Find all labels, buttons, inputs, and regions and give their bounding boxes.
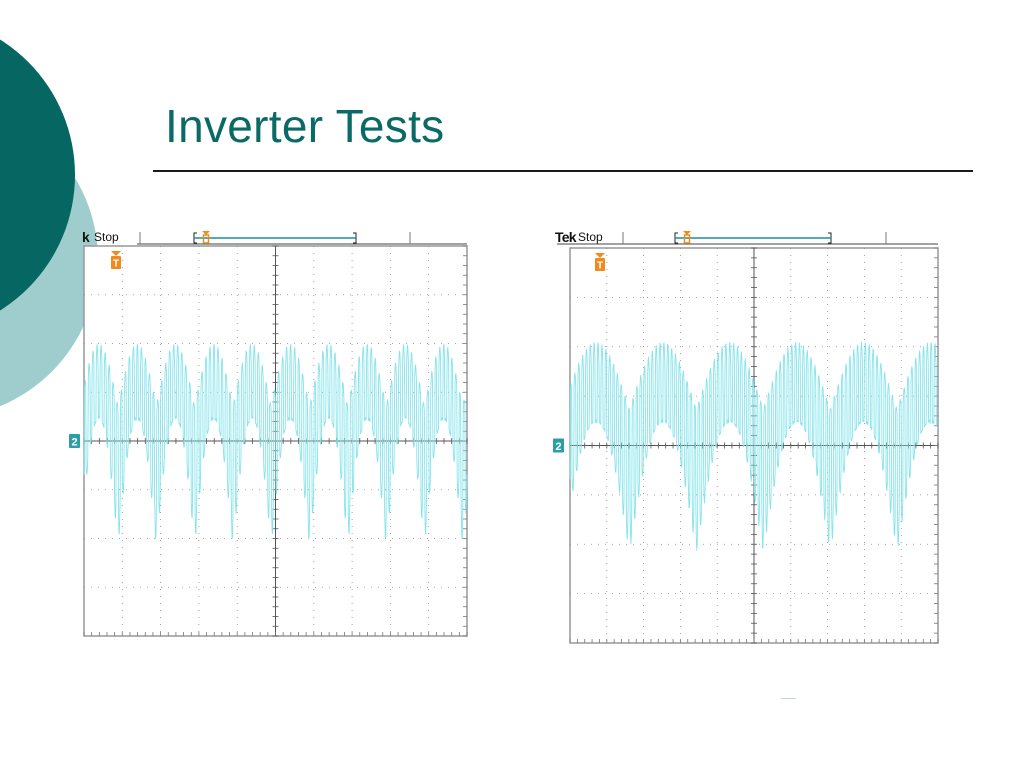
scope-status-label: Stop [578, 230, 603, 244]
deco-circle-dark [0, 39, 75, 311]
channel-ground-marker [69, 434, 80, 448]
channel-label: 2 [71, 437, 77, 449]
channel-ground-marker [553, 438, 564, 453]
trigger-marker-label: T [597, 261, 603, 272]
scope-brand-label: k [82, 229, 90, 245]
scope-brand-label: Tek [555, 229, 576, 245]
trigger-marker-icon [111, 251, 121, 256]
trigger-marker-icon [595, 258, 605, 271]
scope-plot-right: 2T [553, 231, 939, 644]
title-underline [153, 170, 973, 172]
waveform-trace [83, 343, 468, 539]
trigger-marker-icon [595, 253, 605, 258]
stray-mark [781, 698, 796, 699]
trigger-position-marker [683, 234, 691, 244]
trigger-position-marker [202, 231, 210, 235]
scope-plot-left: 2T [69, 231, 468, 637]
trigger-position-marker [202, 234, 210, 244]
trigger-marker-icon [111, 256, 121, 269]
trigger-position-marker [683, 231, 691, 235]
trigger-marker-label: T [113, 259, 119, 270]
channel-label: 2 [555, 441, 561, 453]
corner-decoration [0, 39, 98, 407]
slide-title: Inverter Tests [165, 100, 445, 152]
waveform-trace [569, 341, 939, 551]
scope-status-label: Stop [94, 230, 119, 244]
